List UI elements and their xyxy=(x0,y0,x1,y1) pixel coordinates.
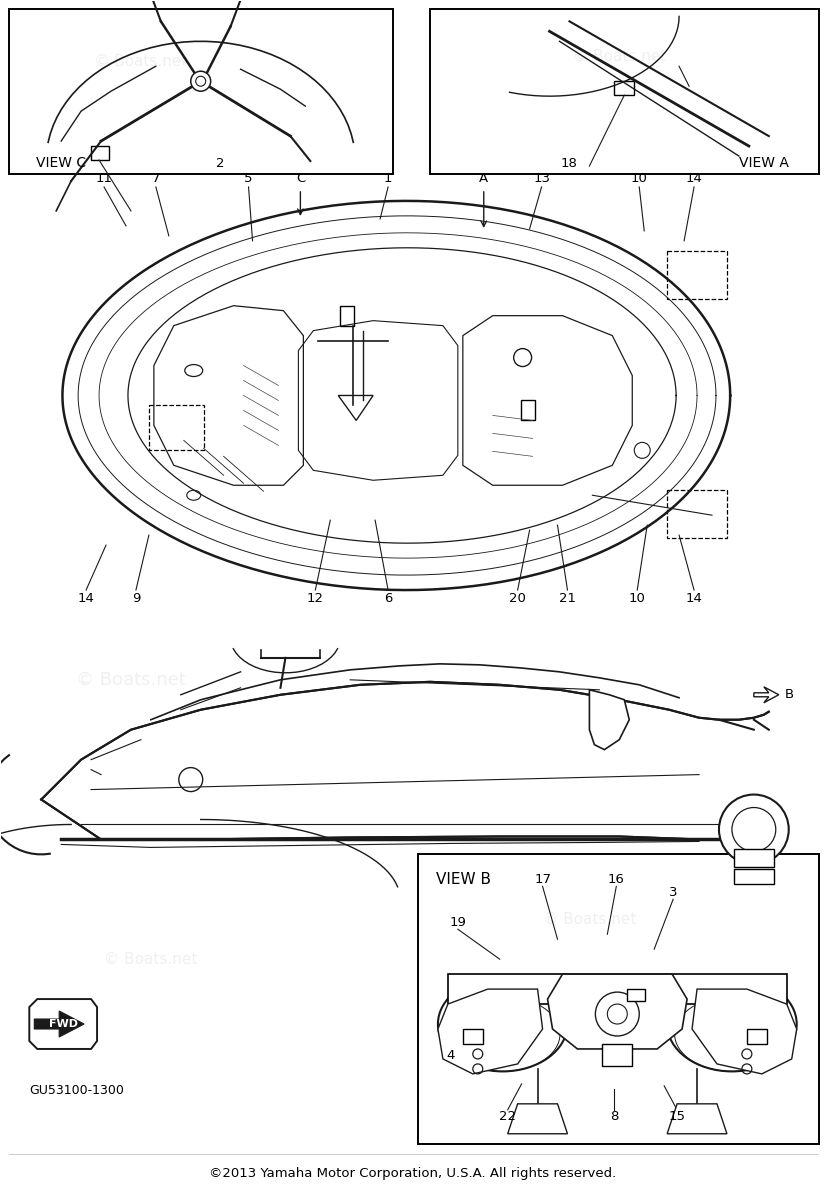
Polygon shape xyxy=(754,686,779,703)
Text: 7: 7 xyxy=(152,173,160,186)
Text: © Boats.net: © Boats.net xyxy=(434,451,544,469)
Polygon shape xyxy=(29,1000,97,1049)
Bar xyxy=(667,491,727,538)
Text: 14: 14 xyxy=(78,592,94,605)
Polygon shape xyxy=(34,1012,84,1037)
Text: FWD: FWD xyxy=(49,1019,78,1030)
Text: 15: 15 xyxy=(668,1110,686,1123)
Bar xyxy=(734,869,774,884)
Bar xyxy=(91,146,109,160)
Bar xyxy=(627,989,645,1001)
Circle shape xyxy=(719,794,789,864)
Bar xyxy=(149,406,204,450)
Bar xyxy=(747,1030,767,1044)
Text: 9: 9 xyxy=(132,592,140,605)
Text: © Boats.net: © Boats.net xyxy=(94,54,188,68)
Ellipse shape xyxy=(667,977,797,1072)
Polygon shape xyxy=(438,989,543,1074)
Text: ©2013 Yamaha Motor Corporation, U.S.A. All rights reserved.: ©2013 Yamaha Motor Corporation, U.S.A. A… xyxy=(209,1168,617,1180)
Text: 18: 18 xyxy=(561,156,578,169)
Bar xyxy=(602,1044,632,1066)
Text: © Boats.net: © Boats.net xyxy=(104,952,197,967)
Polygon shape xyxy=(508,1104,567,1134)
Bar xyxy=(463,1030,482,1044)
Text: 1: 1 xyxy=(384,173,392,186)
Text: 8: 8 xyxy=(610,1110,619,1123)
Text: 16: 16 xyxy=(608,872,624,886)
Text: C: C xyxy=(296,173,305,186)
Text: 14: 14 xyxy=(686,592,702,605)
Text: © Boats.net: © Boats.net xyxy=(76,671,186,689)
Text: 2: 2 xyxy=(216,156,225,169)
Text: 4: 4 xyxy=(447,1050,455,1062)
Text: 14: 14 xyxy=(686,173,702,186)
Bar xyxy=(448,974,786,1004)
Polygon shape xyxy=(590,690,629,750)
Text: 22: 22 xyxy=(499,1110,516,1123)
Bar xyxy=(667,251,727,299)
Text: 13: 13 xyxy=(533,173,550,186)
Polygon shape xyxy=(41,682,769,840)
Bar xyxy=(430,10,819,174)
Text: 3: 3 xyxy=(669,886,677,899)
Polygon shape xyxy=(548,974,687,1049)
Text: B: B xyxy=(785,689,794,701)
Text: 11: 11 xyxy=(96,173,112,186)
Text: 10: 10 xyxy=(631,173,648,186)
Bar xyxy=(520,401,534,420)
Text: 6: 6 xyxy=(384,592,392,605)
Text: 20: 20 xyxy=(509,592,526,605)
Text: VIEW B: VIEW B xyxy=(436,872,491,887)
Text: 17: 17 xyxy=(534,872,551,886)
Polygon shape xyxy=(692,989,797,1074)
Text: © Boats.net: © Boats.net xyxy=(543,912,636,926)
Bar xyxy=(615,82,634,95)
Text: VIEW C: VIEW C xyxy=(36,156,87,170)
Bar xyxy=(418,854,819,1144)
Text: 21: 21 xyxy=(559,592,576,605)
Text: © Boats.net: © Boats.net xyxy=(572,49,666,64)
Bar xyxy=(734,850,774,868)
Polygon shape xyxy=(667,1104,727,1134)
Bar xyxy=(340,306,354,325)
Polygon shape xyxy=(63,200,730,590)
Text: 10: 10 xyxy=(629,592,646,605)
Text: GU53100-1300: GU53100-1300 xyxy=(29,1084,124,1097)
Text: 12: 12 xyxy=(306,592,324,605)
Circle shape xyxy=(191,71,211,91)
Text: 19: 19 xyxy=(449,916,467,929)
Text: 5: 5 xyxy=(244,173,253,186)
Ellipse shape xyxy=(438,977,567,1072)
Text: VIEW A: VIEW A xyxy=(739,156,789,170)
Bar xyxy=(9,10,393,174)
Text: A: A xyxy=(479,173,488,186)
